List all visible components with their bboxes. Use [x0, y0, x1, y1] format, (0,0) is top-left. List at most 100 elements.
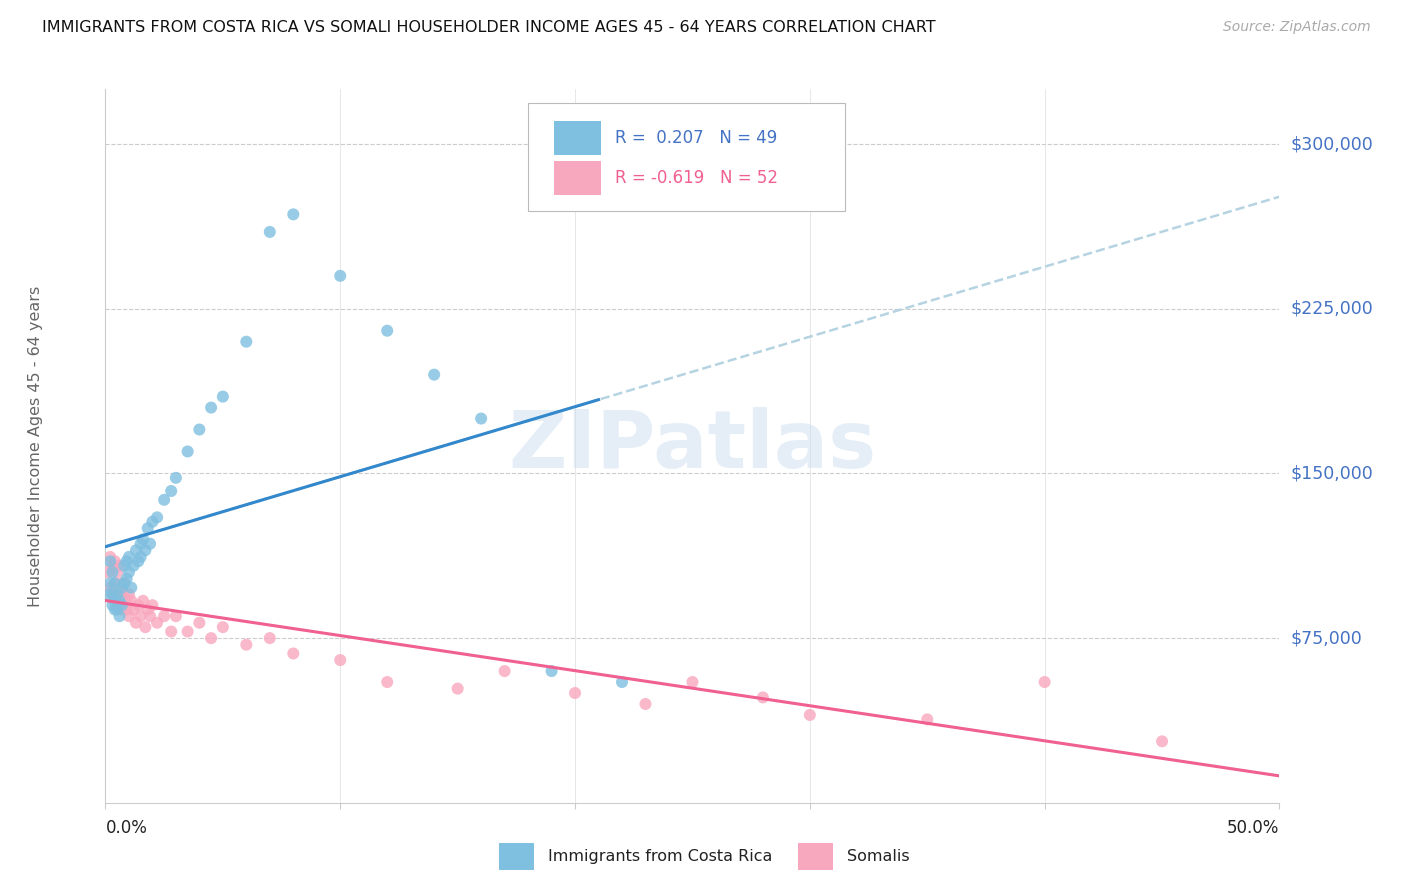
Point [160, 483, 183, 498]
Point [494, 664, 516, 678]
Point [97, 566, 120, 580]
Point [423, 368, 446, 382]
Point [799, 708, 821, 723]
Point [115, 602, 138, 616]
Point [104, 602, 127, 616]
Point [211, 390, 233, 404]
Point [139, 609, 162, 624]
Point [283, 207, 305, 221]
Point [108, 609, 131, 624]
Point [118, 549, 141, 564]
Point [101, 566, 124, 580]
Point [165, 471, 187, 485]
Point [283, 647, 305, 661]
Point [153, 492, 176, 507]
Text: Householder Income Ages 45 - 64 years: Householder Income Ages 45 - 64 years [28, 285, 42, 607]
Point [101, 598, 124, 612]
Point [125, 543, 148, 558]
Text: $300,000: $300,000 [1291, 135, 1374, 153]
Point [564, 686, 586, 700]
Bar [554, 161, 600, 194]
Point [105, 587, 128, 601]
Text: IMMIGRANTS FROM COSTA RICA VS SOMALI HOUSEHOLDER INCOME AGES 45 - 64 YEARS CORRE: IMMIGRANTS FROM COSTA RICA VS SOMALI HOU… [42, 20, 936, 35]
Text: $75,000: $75,000 [1291, 629, 1362, 647]
Point [375, 675, 398, 690]
Point [134, 620, 156, 634]
Point [681, 675, 703, 690]
Point [259, 631, 281, 645]
Point [104, 576, 127, 591]
Point [129, 549, 152, 564]
Point [259, 225, 281, 239]
Point [132, 594, 155, 608]
Point [98, 554, 121, 568]
Point [120, 594, 142, 608]
Point [111, 576, 134, 591]
Point [200, 401, 222, 415]
FancyBboxPatch shape [529, 103, 845, 211]
Point [446, 681, 468, 696]
Point [610, 675, 633, 690]
Point [188, 423, 211, 437]
Point [115, 594, 138, 608]
Point [146, 510, 169, 524]
Point [104, 594, 127, 608]
Point [127, 554, 149, 568]
Point [136, 602, 159, 616]
Point [101, 558, 124, 573]
Point [122, 558, 145, 573]
Point [176, 444, 198, 458]
Text: $150,000: $150,000 [1291, 465, 1374, 483]
Point [139, 537, 162, 551]
Point [104, 576, 127, 591]
Bar [554, 120, 600, 155]
Point [1150, 734, 1173, 748]
Point [118, 566, 141, 580]
Text: 50.0%: 50.0% [1227, 819, 1279, 837]
Point [112, 576, 135, 591]
Point [200, 631, 222, 645]
Text: Somalis: Somalis [848, 849, 910, 863]
Point [132, 533, 155, 547]
Point [104, 554, 127, 568]
Point [111, 602, 134, 616]
Text: R = -0.619   N = 52: R = -0.619 N = 52 [614, 169, 778, 186]
Point [101, 587, 124, 601]
Point [470, 411, 492, 425]
Point [98, 549, 121, 564]
Point [127, 598, 149, 612]
Text: R =  0.207   N = 49: R = 0.207 N = 49 [614, 128, 778, 146]
Point [108, 558, 131, 573]
Point [105, 598, 128, 612]
Point [105, 602, 128, 616]
Point [129, 609, 152, 624]
Point [235, 638, 257, 652]
Point [188, 615, 211, 630]
Text: 0.0%: 0.0% [105, 819, 148, 837]
Point [153, 609, 176, 624]
Text: Immigrants from Costa Rica: Immigrants from Costa Rica [548, 849, 772, 863]
Point [329, 268, 352, 283]
Point [146, 615, 169, 630]
Point [211, 620, 233, 634]
Point [375, 324, 398, 338]
Point [112, 576, 135, 591]
Point [122, 602, 145, 616]
Point [105, 566, 128, 580]
Bar [499, 843, 534, 870]
Point [129, 537, 152, 551]
Point [112, 558, 135, 573]
Point [97, 587, 120, 601]
Bar [799, 843, 834, 870]
Text: Source: ZipAtlas.com: Source: ZipAtlas.com [1223, 20, 1371, 34]
Text: ZIPatlas: ZIPatlas [509, 407, 876, 485]
Point [118, 609, 141, 624]
Point [125, 615, 148, 630]
Point [98, 576, 121, 591]
Point [752, 690, 775, 705]
Point [136, 521, 159, 535]
Point [120, 581, 142, 595]
Point [235, 334, 257, 349]
Point [329, 653, 352, 667]
Point [165, 609, 187, 624]
